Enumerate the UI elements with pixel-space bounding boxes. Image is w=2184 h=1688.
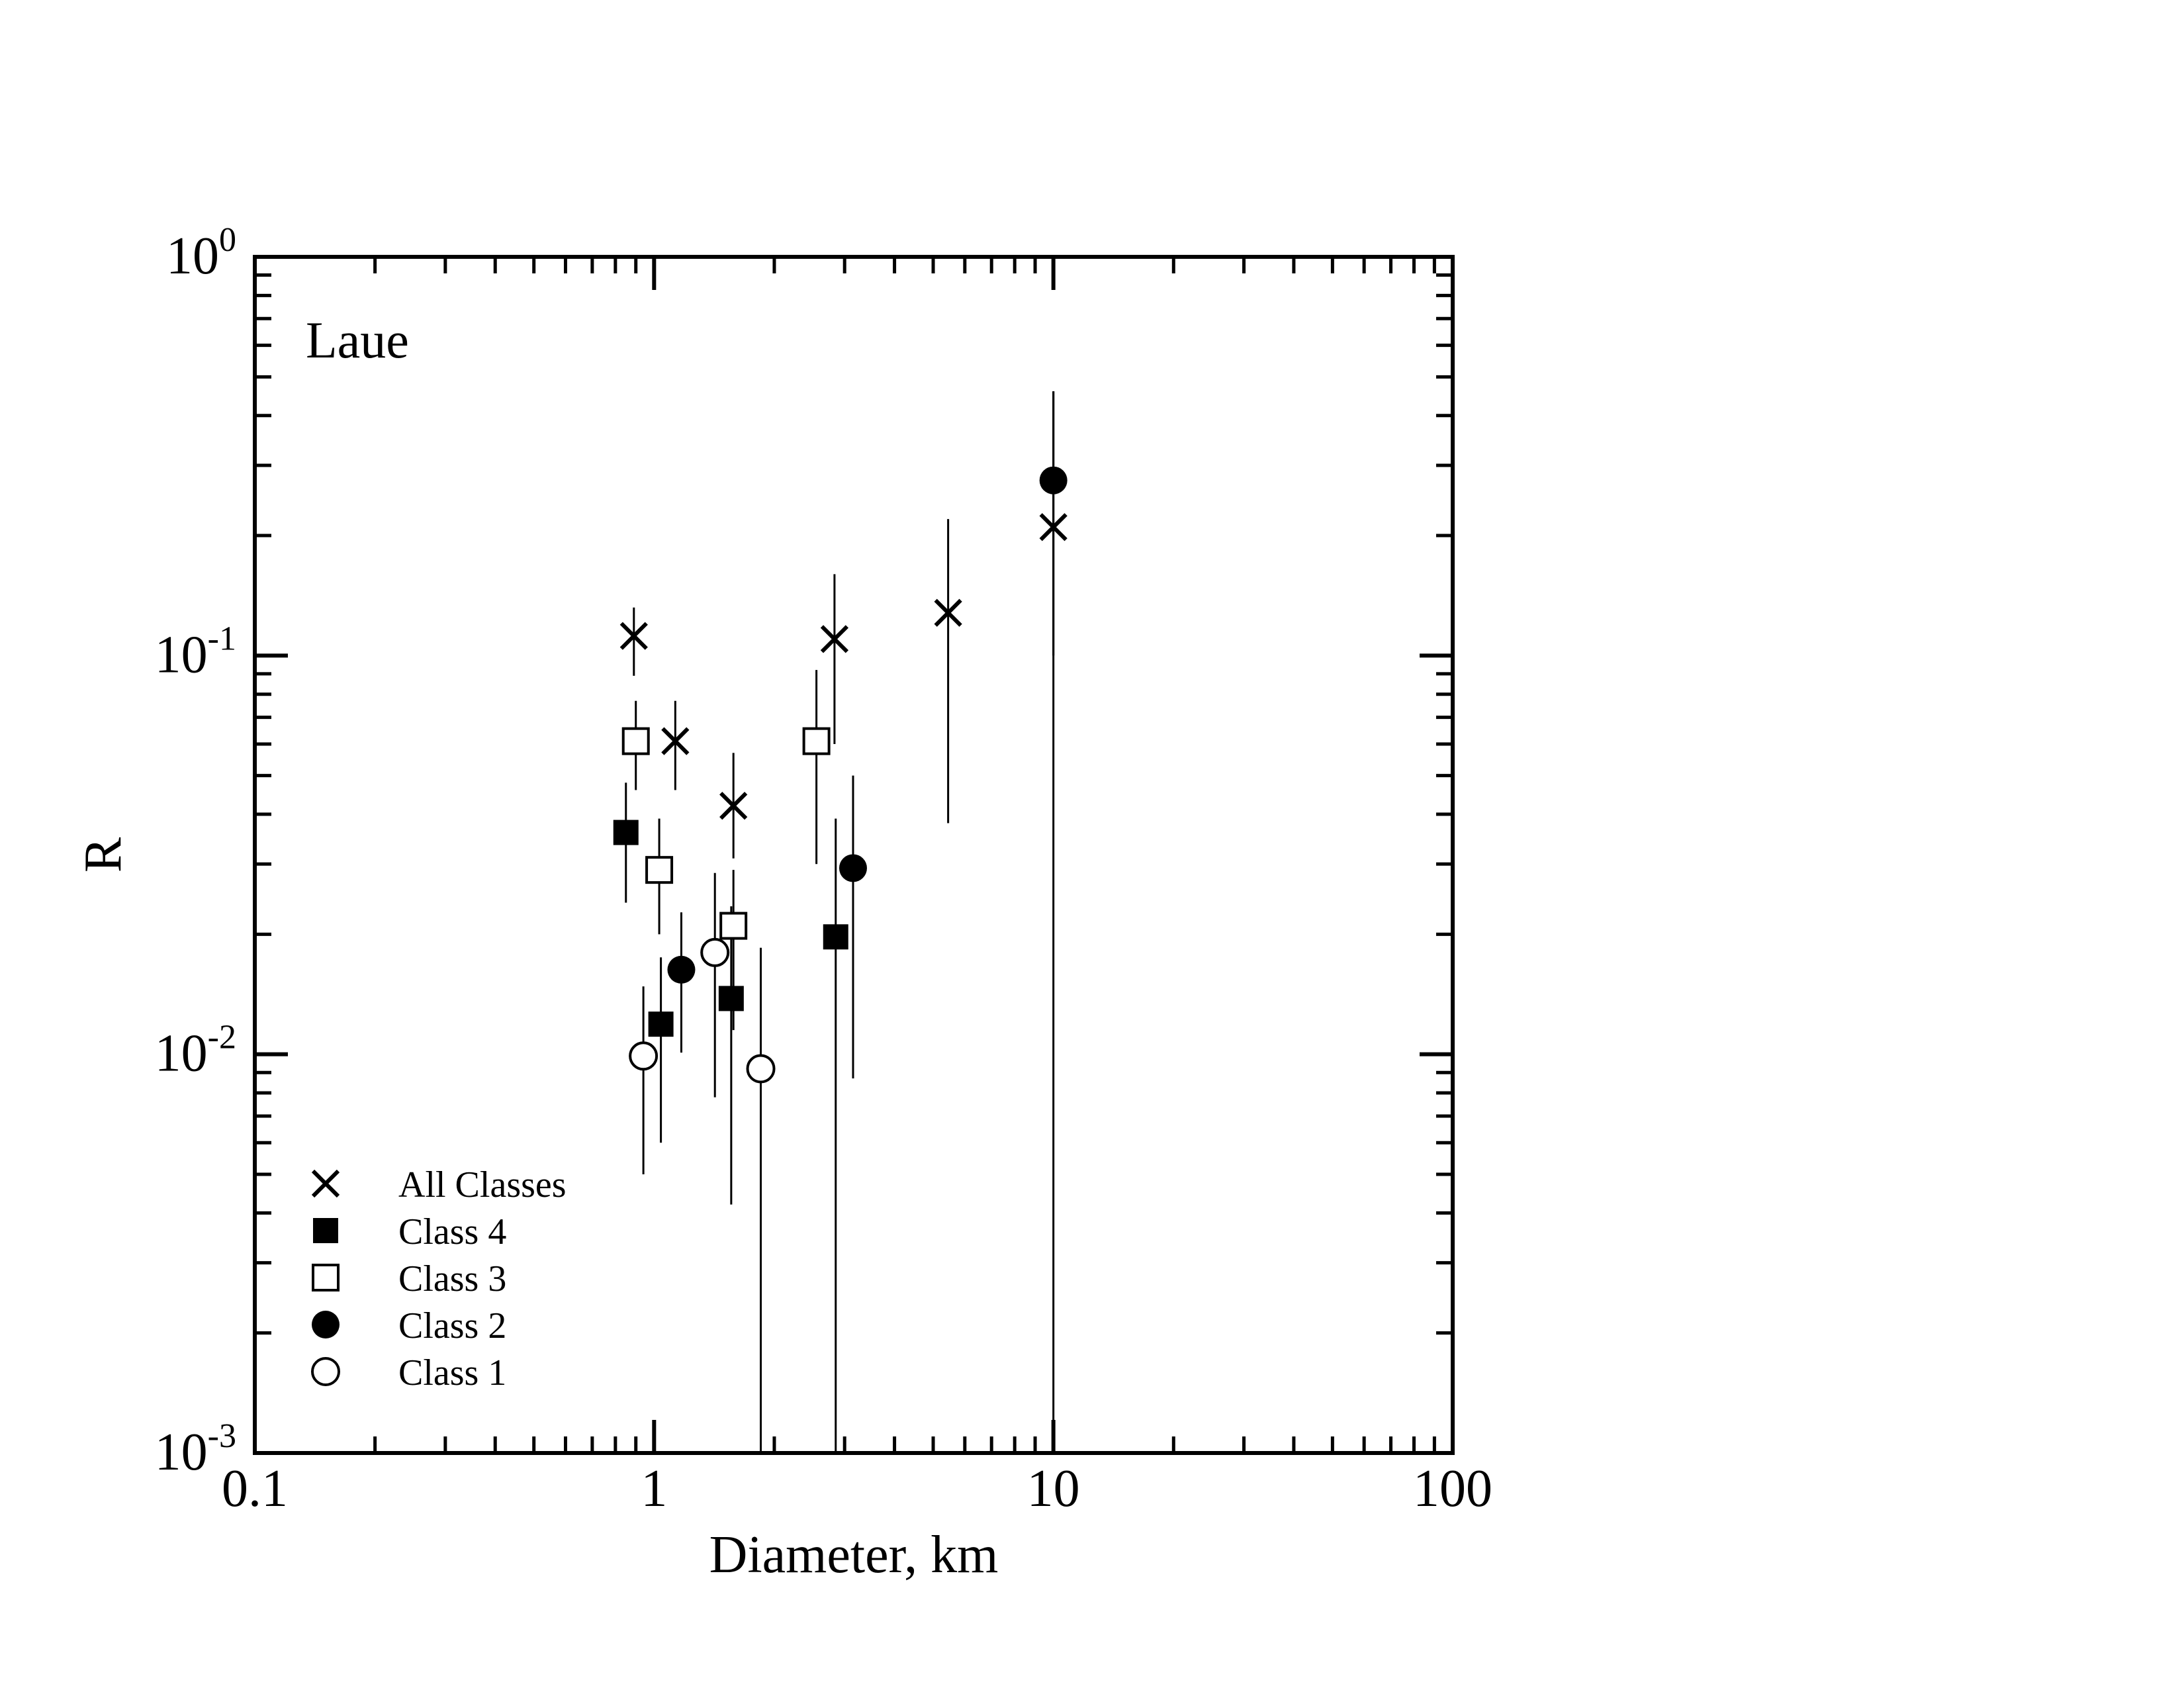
marker-x bbox=[1039, 513, 1068, 541]
data-markers bbox=[613, 466, 1068, 1084]
legend: All Classes Class 4 Class 3 Class 2 Class 1 bbox=[311, 1164, 567, 1393]
marker-filled-circle bbox=[667, 955, 696, 984]
marker-open-circle bbox=[700, 937, 730, 967]
marker-filled-square bbox=[313, 1218, 338, 1243]
marker-filled-square bbox=[648, 1011, 674, 1037]
legend-entry-label: Class 3 bbox=[398, 1258, 506, 1299]
marker-open-square bbox=[312, 1264, 340, 1291]
axis-ticks bbox=[253, 255, 1455, 1455]
legend-entry-label: All Classes bbox=[398, 1164, 567, 1205]
marker-x-stroke bbox=[661, 727, 690, 755]
y-tick-label: 10-2 bbox=[155, 1019, 236, 1083]
marker-x bbox=[719, 792, 748, 820]
marker-filled-circle bbox=[1039, 466, 1068, 494]
marker-open-square bbox=[645, 856, 674, 884]
marker-filled-square bbox=[823, 924, 848, 950]
panel-annotation: Laue bbox=[306, 311, 409, 369]
marker-x bbox=[311, 1169, 340, 1198]
plot-frame bbox=[253, 255, 1455, 1455]
x-tick-labels: 0.1 1 10 100 bbox=[222, 1460, 1492, 1518]
marker-open-square bbox=[621, 727, 650, 755]
marker-x-stroke bbox=[934, 598, 962, 627]
error-bars bbox=[625, 391, 1055, 1453]
y-tick-labels: 100 10-1 10-2 10-3 bbox=[155, 221, 236, 1481]
marker-x-stroke bbox=[719, 792, 748, 820]
marker-x-stroke bbox=[820, 625, 849, 653]
legend-entry-label: Class 1 bbox=[398, 1352, 506, 1393]
marker-open-circle bbox=[629, 1041, 659, 1071]
marker-filled-square bbox=[613, 820, 639, 845]
x-tick-label: 100 bbox=[1413, 1460, 1492, 1518]
marker-x bbox=[619, 622, 648, 650]
marker-x-stroke bbox=[619, 622, 648, 650]
y-tick-label: 10-3 bbox=[155, 1417, 236, 1481]
y-tick-label: 100 bbox=[166, 221, 236, 285]
marker-x bbox=[820, 625, 849, 653]
marker-open-circle bbox=[311, 1357, 340, 1386]
marker-open-circle bbox=[746, 1054, 776, 1084]
legend-entry-label: Class 2 bbox=[398, 1305, 506, 1346]
x-tick-label: 10 bbox=[1027, 1460, 1080, 1518]
marker-x-stroke bbox=[1039, 513, 1068, 541]
marker-x bbox=[661, 727, 690, 755]
x-tick-label: 1 bbox=[641, 1460, 667, 1518]
marker-filled-square bbox=[718, 986, 744, 1011]
y-tick-label: 10-1 bbox=[155, 620, 236, 684]
y-axis-title: R bbox=[74, 837, 132, 872]
marker-x bbox=[934, 598, 962, 627]
legend-entry-label: Class 4 bbox=[398, 1211, 506, 1252]
marker-filled-circle bbox=[312, 1311, 340, 1338]
marker-x-stroke bbox=[311, 1169, 340, 1198]
x-axis-title: Diameter, km bbox=[709, 1526, 999, 1584]
marker-open-square bbox=[719, 912, 748, 940]
marker-filled-circle bbox=[839, 854, 867, 882]
x-tick-label: 0.1 bbox=[222, 1460, 288, 1518]
marker-open-square bbox=[802, 727, 831, 755]
